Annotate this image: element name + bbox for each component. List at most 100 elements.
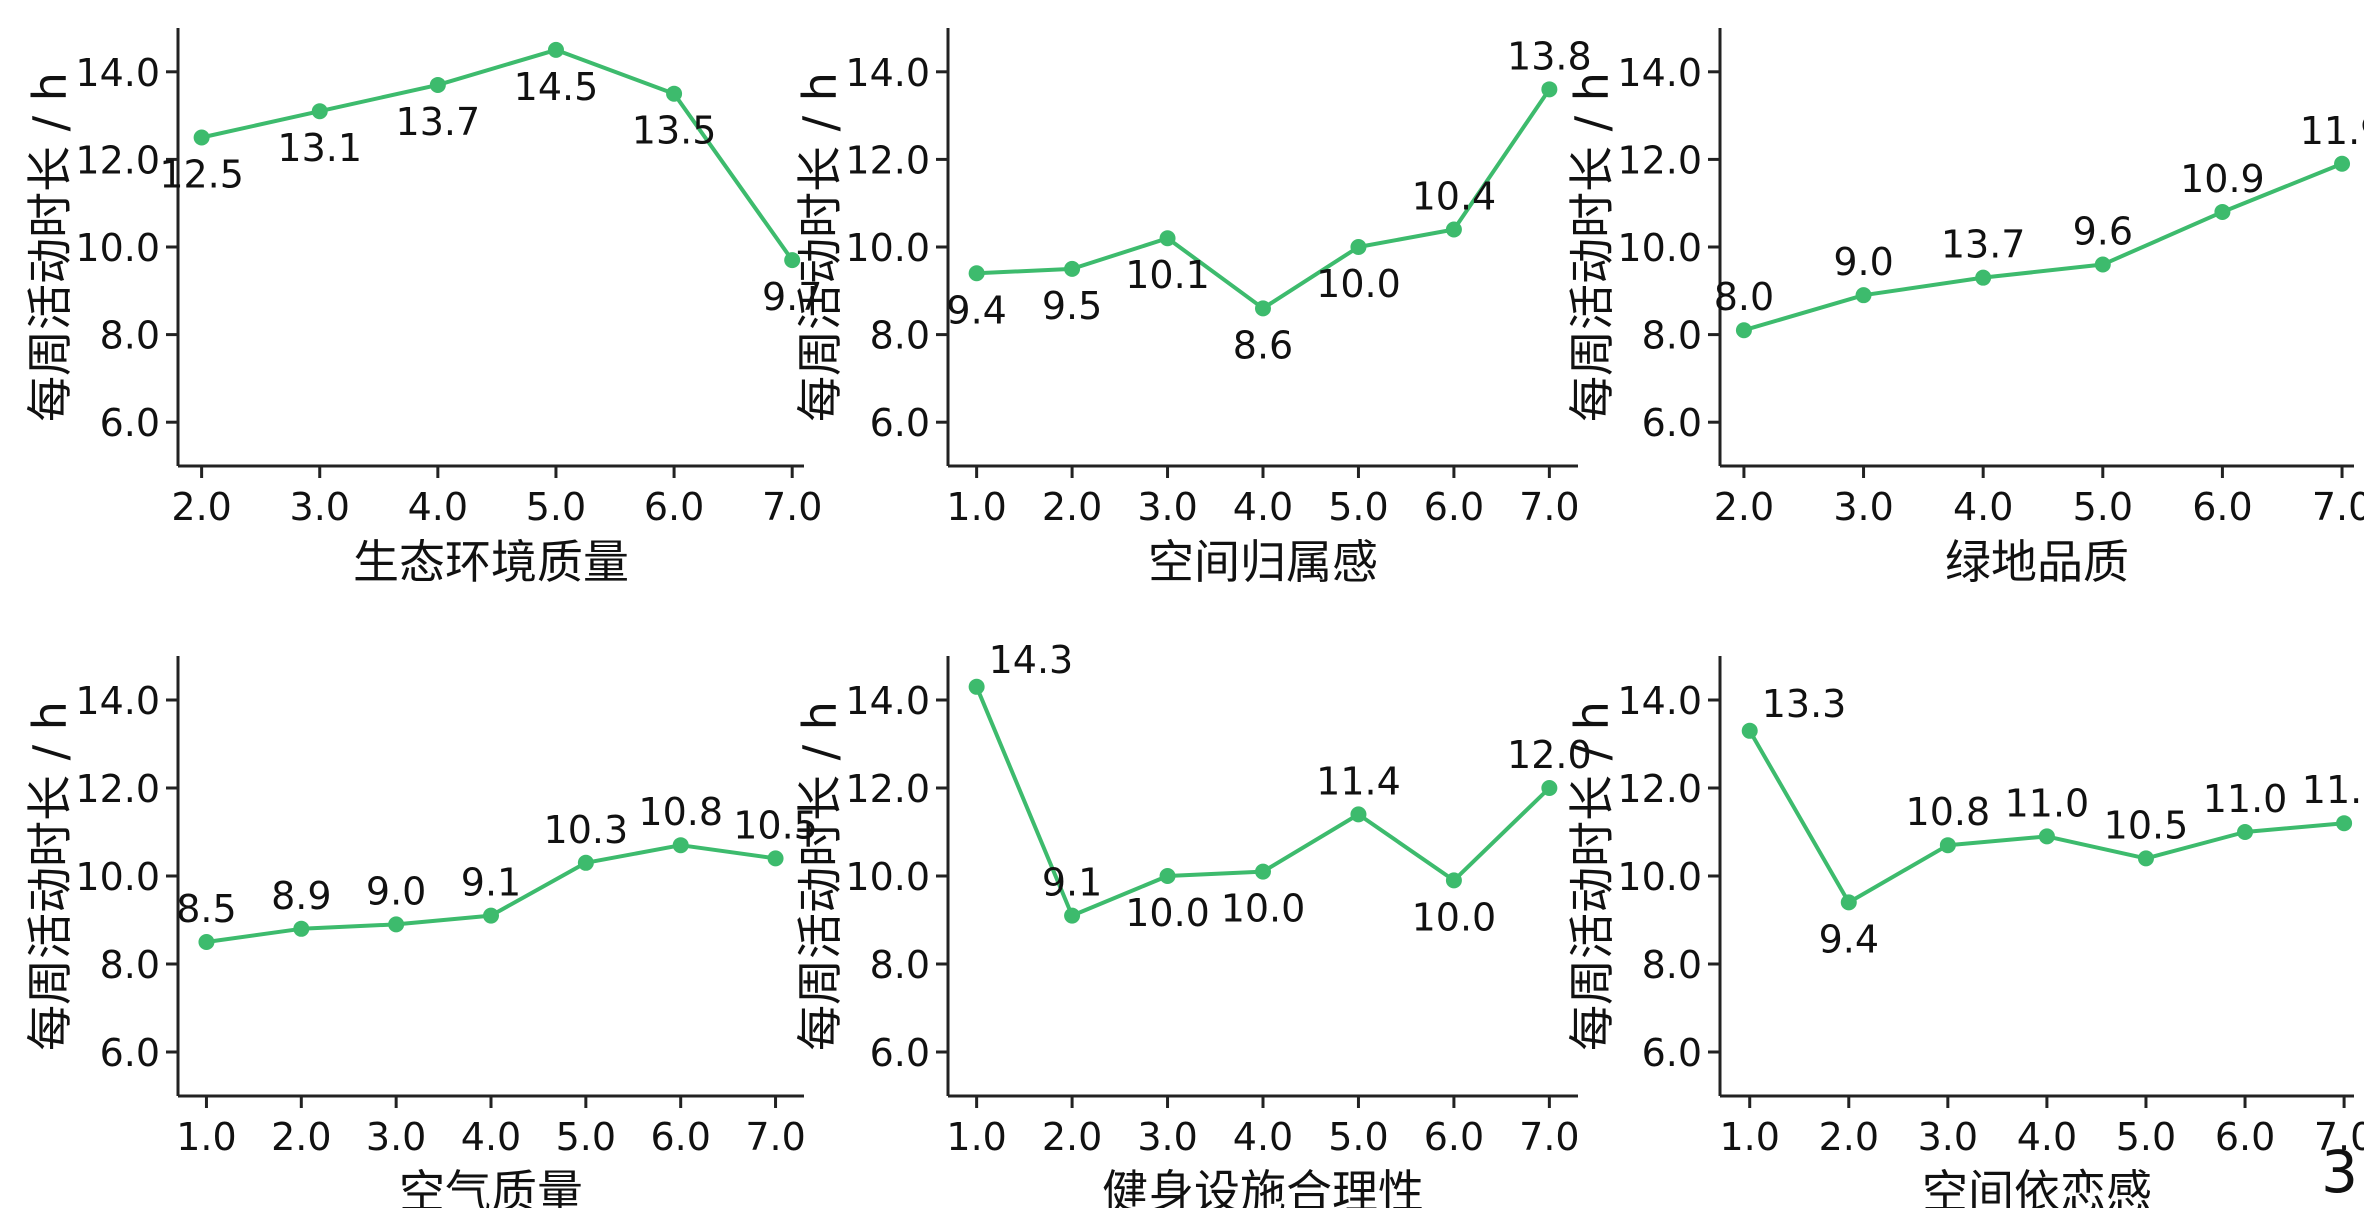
data-label: 10.3 — [544, 808, 629, 852]
data-point — [1840, 894, 1857, 911]
x-tick-label: 2.0 — [1042, 1115, 1102, 1159]
data-label: 13.7 — [1941, 223, 2026, 267]
x-tick-label: 5.0 — [2116, 1115, 2176, 1159]
data-label: 9.0 — [1833, 240, 1893, 284]
data-point — [2038, 828, 2055, 845]
y-tick-label: 12.0 — [75, 767, 160, 811]
x-tick-label: 6.0 — [1424, 1115, 1484, 1159]
data-label: 14.5 — [514, 65, 599, 109]
data-point — [388, 916, 405, 933]
data-point — [483, 907, 499, 924]
data-point — [311, 103, 328, 120]
y-tick-label: 8.0 — [1642, 943, 1702, 987]
x-tick-label: 4.0 — [408, 485, 468, 529]
y-tick-label: 6.0 — [100, 401, 160, 445]
data-point — [2214, 203, 2231, 220]
data-point — [2094, 256, 2111, 273]
x-tick-label: 4.0 — [1233, 485, 1293, 529]
data-label: 13.5 — [632, 109, 717, 153]
y-tick-label: 6.0 — [1642, 401, 1702, 445]
data-label: 8.5 — [176, 887, 236, 931]
x-tick-label: 2.0 — [1042, 485, 1102, 529]
data-label: 10.0 — [1221, 887, 1306, 931]
data-label: 10.9 — [2180, 157, 2265, 201]
y-axis-title: 每周活动时长 / h — [23, 701, 77, 1051]
data-label: 14.3 — [989, 638, 1074, 682]
series-line — [201, 47, 794, 262]
data-point — [1939, 837, 1956, 854]
x-tick-label: 3.0 — [1833, 485, 1893, 529]
y-tick-label: 8.0 — [100, 943, 160, 987]
y-tick-label: 10.0 — [1617, 226, 1702, 270]
data-point — [666, 85, 683, 102]
data-label: 9.7 — [762, 275, 822, 319]
x-tick-label: 1.0 — [1720, 1115, 1780, 1159]
x-axis-title: 绿地品质 — [1945, 535, 2129, 589]
data-point — [2137, 850, 2154, 867]
data-point — [193, 129, 210, 146]
data-point — [1350, 239, 1367, 255]
data-point — [293, 920, 310, 937]
x-tick-label: 4.0 — [2017, 1115, 2077, 1159]
x-tick-label: 3.0 — [290, 485, 350, 529]
y-tick-label: 10.0 — [75, 855, 160, 899]
data-label: 13.3 — [1762, 682, 1847, 726]
x-tick-label: 4.0 — [461, 1115, 521, 1159]
data-point — [429, 76, 446, 93]
y-tick-label: 8.0 — [1642, 314, 1702, 358]
data-label: 10.4 — [1412, 174, 1497, 218]
y-tick-label: 10.0 — [75, 226, 160, 270]
data-point — [1064, 907, 1081, 924]
x-tick-label: 4.0 — [1233, 1115, 1293, 1159]
data-label: 9.1 — [1042, 861, 1102, 905]
x-tick-label: 3.0 — [1137, 485, 1197, 529]
x-tick-label: 2.0 — [1819, 1115, 1879, 1159]
x-tick-label: 2.0 — [271, 1115, 331, 1159]
data-label: 12.0 — [1507, 733, 1592, 777]
y-tick-label: 10.0 — [845, 855, 930, 899]
data-label: 8.0 — [1714, 275, 1774, 319]
x-tick-label: 6.0 — [1424, 485, 1484, 529]
y-tick-label: 8.0 — [870, 314, 930, 358]
data-label: 10.0 — [1125, 891, 1210, 935]
y-axis-title: 每周活动时长 / h — [1565, 72, 1619, 422]
data-point — [198, 934, 215, 950]
x-tick-label: 1.0 — [946, 1115, 1006, 1159]
y-tick-label: 12.0 — [75, 138, 160, 182]
x-tick-label: 7.0 — [1519, 485, 1579, 529]
x-axis-title: 空气质量 — [399, 1165, 583, 1208]
y-tick-label: 12.0 — [1617, 767, 1702, 811]
data-label: 9.4 — [1819, 917, 1879, 961]
x-tick-label: 7.0 — [762, 485, 822, 529]
x-tick-label: 7.0 — [1519, 1115, 1579, 1159]
data-label: 9.0 — [366, 869, 426, 913]
y-tick-label: 12.0 — [1617, 138, 1702, 182]
y-tick-label: 8.0 — [870, 943, 930, 987]
y-tick-label: 14.0 — [75, 51, 160, 95]
y-tick-label: 14.0 — [1617, 51, 1702, 95]
x-axis-title: 健身设施合理性 — [1102, 1165, 1424, 1208]
data-point — [1350, 806, 1367, 823]
data-label: 11.9 — [2300, 109, 2364, 153]
x-tick-label: 6.0 — [650, 1115, 710, 1159]
data-point — [2237, 824, 2254, 840]
chart-panel-6: 6.0 8.0 10.0 12.0 14.0 1.0 2.0 3.0 4.0 5.0 6.0 7.0 空… — [1565, 656, 2364, 1208]
data-point — [1855, 287, 1872, 304]
y-tick-label: 6.0 — [100, 1031, 160, 1075]
x-tick-label: 7.0 — [2312, 485, 2364, 529]
data-point — [1159, 230, 1176, 247]
y-tick-label: 6.0 — [1642, 1031, 1702, 1075]
data-label: 11.2 — [2302, 768, 2364, 812]
chart-panel-5: 6.0 8.0 10.0 12.0 14.0 1.0 2.0 3.0 4.0 5.0 6.0 7.0 健… — [793, 638, 1592, 1208]
x-tick-label: 7.0 — [2314, 1115, 2364, 1159]
y-tick-label: 14.0 — [845, 679, 930, 723]
data-point — [1159, 868, 1176, 884]
data-point — [767, 850, 784, 867]
data-point — [1741, 722, 1758, 739]
data-point — [1735, 322, 1752, 339]
data-label: 10.5 — [733, 803, 818, 847]
chart-panel-4: 6.0 8.0 10.0 12.0 14.0 1.0 2.0 3.0 4.0 5.0 6.0 7.0 空… — [23, 656, 818, 1208]
data-label: 10.8 — [1906, 790, 1991, 834]
chart-panel-1: 6.0 8.0 10.0 12.0 14.0 2.0 3.0 4.0 5.0 6.0 7.0 生态环境… — [23, 28, 822, 589]
